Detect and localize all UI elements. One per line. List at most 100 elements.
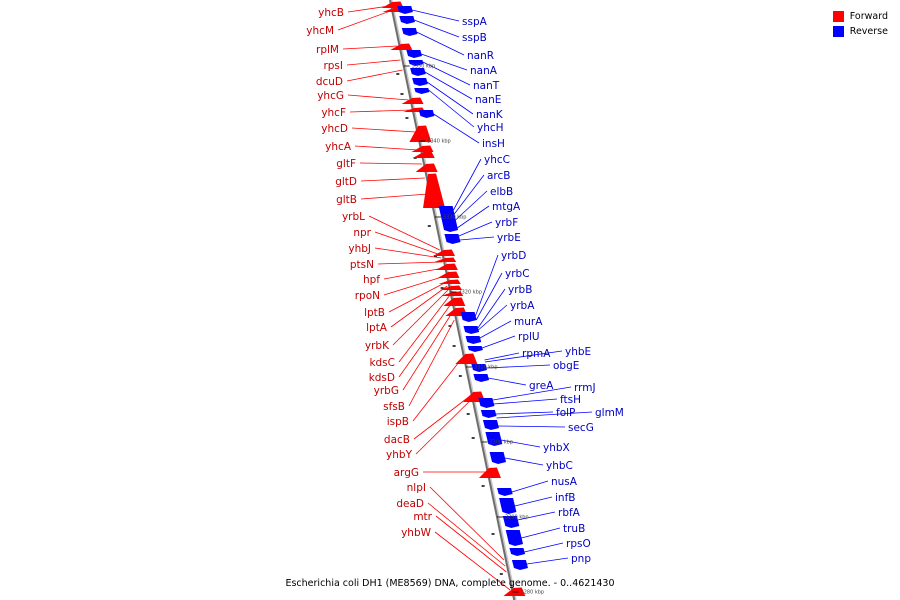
reverse-leader <box>428 89 475 128</box>
forward-gene-block <box>440 285 463 290</box>
legend-reverse: Reverse <box>832 24 888 39</box>
reverse-leader <box>495 411 554 415</box>
forward-gene-block <box>432 249 455 256</box>
reverse-gene-label: rrmJ <box>574 382 596 394</box>
tick-label: 3300 kbp <box>489 440 513 446</box>
reverse-leader <box>514 496 553 507</box>
forward-gene-label: rpoN <box>355 290 380 302</box>
reverse-leader <box>479 320 512 339</box>
reverse-leader <box>458 221 493 237</box>
reverse-gene-block <box>460 312 477 322</box>
reverse-gene-block <box>406 50 423 58</box>
forward-gene-label: gltF <box>336 158 356 170</box>
reverse-gene-label: yhcH <box>477 122 504 134</box>
forward-gene-label: npr <box>353 227 371 239</box>
forward-gene-label: rpsI <box>323 60 343 72</box>
forward-leader <box>346 69 403 82</box>
forward-leader <box>412 357 463 422</box>
label-leaders <box>337 5 593 591</box>
forward-gene-block <box>401 97 424 104</box>
tick-label: 3320 kbp <box>458 290 482 296</box>
reverse-gene-block <box>410 68 426 76</box>
reverse-gene-block <box>412 78 428 86</box>
reverse-gene-block <box>499 498 517 514</box>
reverse-gene-label: infB <box>555 492 575 504</box>
forward-leader <box>346 59 401 66</box>
forward-leader <box>374 231 441 256</box>
forward-gene-block <box>441 291 464 296</box>
reverse-gene-label: greA <box>529 380 554 392</box>
reverse-leader <box>426 81 474 115</box>
forward-leader <box>360 177 425 182</box>
reverse-gene-label: sspA <box>462 16 488 28</box>
reverse-gene-block <box>444 234 461 244</box>
reverse-gene-label: yrbC <box>505 268 530 280</box>
forward-leader <box>377 261 443 265</box>
reverse-gene-label: mtgA <box>492 201 521 213</box>
reverse-gene-block <box>418 110 435 118</box>
reverse-gene-label: nanT <box>473 80 500 92</box>
reverse-gene-block <box>414 88 430 94</box>
forward-gene-label: ptsN <box>350 259 374 271</box>
forward-gene-label: yhcB <box>318 7 344 19</box>
forward-gene-label: dacB <box>384 434 410 446</box>
reverse-gene-block <box>467 346 483 352</box>
reverse-swatch <box>832 26 844 37</box>
reverse-leader <box>521 527 561 539</box>
reverse-gene-label: secG <box>568 422 594 434</box>
forward-gene-block <box>438 279 461 284</box>
reverse-gene-label: obgE <box>553 360 579 372</box>
forward-gene-block <box>443 297 466 306</box>
forward-gene-label: rplM <box>316 44 339 56</box>
forward-gene-label: hpf <box>363 274 380 286</box>
reverse-gene-label: glmM <box>595 407 624 419</box>
forward-gene-block <box>412 151 435 158</box>
reverse-leader <box>453 158 482 211</box>
forward-gene-label: argG <box>394 467 419 479</box>
tick-label: 3350 kbp <box>412 64 436 70</box>
tick-label: 3280 kbp <box>521 590 545 596</box>
reverse-leader <box>501 439 541 448</box>
reverse-gene-block <box>482 420 500 430</box>
forward-gene-label: yhcM <box>306 25 334 37</box>
reverse-gene-label: elbB <box>490 186 513 198</box>
reverse-gene-label: truB <box>563 523 585 535</box>
forward-leader <box>360 193 429 200</box>
reverse-gene-label: yrbB <box>508 284 532 296</box>
reverse-leader <box>424 71 473 100</box>
forward-gene-label: yhcG <box>317 90 344 102</box>
forward-gene-block <box>478 467 501 478</box>
reverse-gene-block <box>511 560 528 570</box>
reverse-leader <box>422 61 471 86</box>
legend-forward: Forward <box>832 9 888 24</box>
forward-gene-block <box>434 257 457 262</box>
forward-leader <box>383 275 446 296</box>
reverse-gene-block <box>397 6 413 14</box>
forward-gene-label: ispB <box>387 416 409 428</box>
forward-gene-label: nlpI <box>407 482 426 494</box>
forward-gene-label: yhcA <box>325 141 352 153</box>
reverse-leader <box>484 350 563 363</box>
forward-leader <box>347 5 390 13</box>
forward-leader <box>388 281 447 313</box>
forward-gene-block <box>411 145 434 152</box>
reverse-leader <box>517 511 556 521</box>
reverse-leader <box>481 335 516 349</box>
forward-leader <box>390 285 448 328</box>
forward-leader <box>351 127 416 133</box>
reverse-leader <box>486 364 551 369</box>
forward-gene-label: yrbL <box>342 211 365 223</box>
reverse-gene-label: nusA <box>551 476 578 488</box>
forward-gene-block <box>423 173 446 208</box>
reverse-gene-block <box>465 336 482 344</box>
forward-gene-label: kdsD <box>369 372 395 384</box>
reverse-gene-label: ftsH <box>560 394 581 406</box>
reverse-gene-label: yrbE <box>497 232 521 244</box>
forward-leader <box>337 10 391 31</box>
forward-leader <box>408 319 455 407</box>
gene-labels: yhcB yhcM rplM rpsI dcuD yhcG yhcF yhcD yhcA gltF… <box>306 7 624 565</box>
reverse-leader <box>496 411 593 419</box>
reverse-gene-block <box>485 432 503 446</box>
legend: Forward Reverse <box>832 9 888 39</box>
forward-gene-label: yhcD <box>321 123 348 135</box>
